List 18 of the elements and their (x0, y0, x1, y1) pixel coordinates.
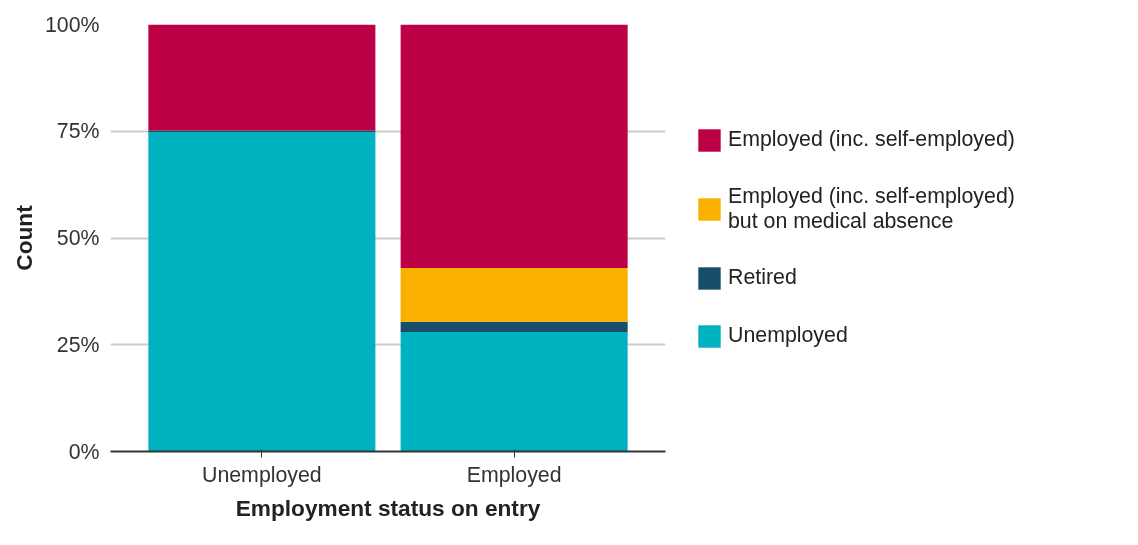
legend-label: Employed (inc. self-employed) but on medical absence (728, 183, 1015, 234)
legend-label: Retired (728, 265, 797, 290)
bar (400, 331, 628, 452)
x-tick-label: Employed (466, 462, 562, 487)
y-tick-label: 0% (68, 439, 100, 464)
y-tick-label: 75% (56, 119, 100, 144)
legend-label: Unemployed (728, 323, 848, 348)
y-axis-title: Count (10, 204, 37, 271)
legend-label: Employed (inc. self-employed) (728, 127, 1015, 152)
x-axis-title: Employment status on entry (235, 494, 541, 521)
bar (400, 321, 628, 332)
bar (400, 24, 628, 268)
bar (148, 24, 376, 131)
y-tick-label: 25% (56, 332, 100, 357)
bar (400, 267, 628, 322)
y-tick-label: 100% (44, 12, 100, 37)
bar (148, 132, 376, 452)
y-tick-label: 50% (56, 226, 100, 250)
